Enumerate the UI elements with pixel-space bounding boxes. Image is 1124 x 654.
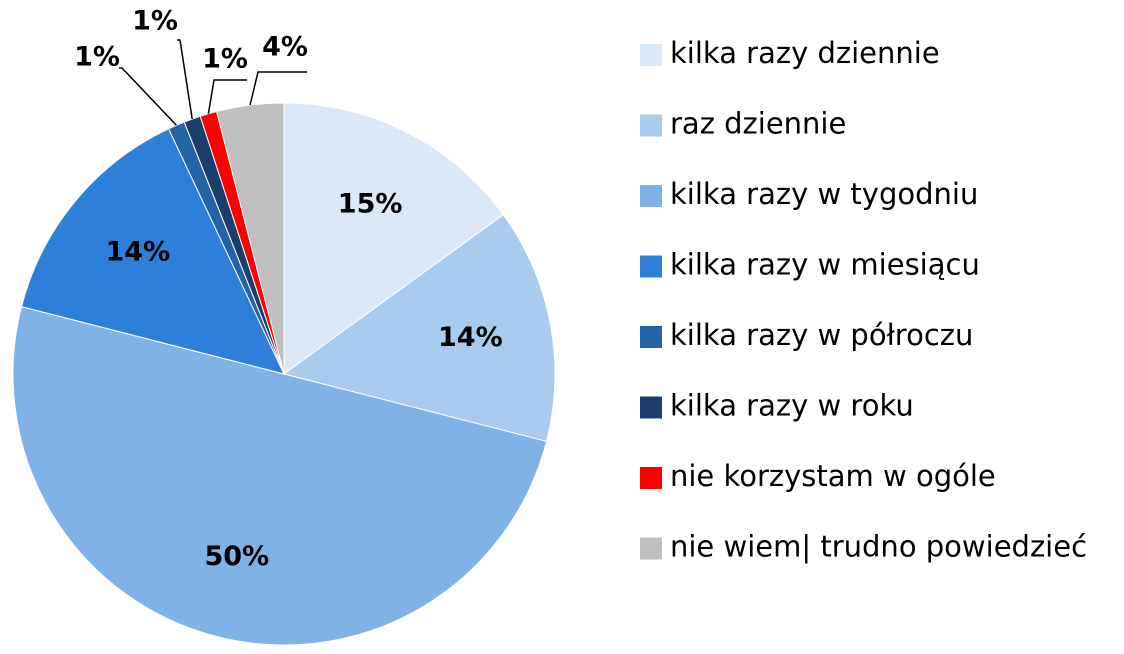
legend-swatch — [640, 467, 662, 489]
legend-swatch — [640, 185, 662, 207]
legend-label: nie wiem| trudno powiedzieć — [670, 530, 1087, 564]
legend-label: nie korzystam w ogóle — [670, 459, 996, 493]
data-label: 1% — [132, 6, 178, 37]
legend-swatch — [640, 396, 662, 419]
data-label: 14% — [106, 237, 171, 268]
data-label: 15% — [338, 188, 403, 219]
legend-label: kilka razy w półroczu — [670, 318, 973, 352]
legend-label: raz dziennie — [670, 107, 846, 141]
leader-line — [249, 71, 307, 106]
legend-label: kilka razy dziennie — [670, 36, 940, 70]
data-label: 14% — [438, 322, 503, 353]
legend-swatch — [640, 326, 662, 348]
data-label: 1% — [74, 42, 120, 73]
data-label: 50% — [205, 541, 270, 572]
pie-slice — [283, 102, 504, 375]
data-label: 1% — [202, 44, 248, 75]
pie-slice — [282, 214, 556, 443]
leader-line — [119, 67, 177, 126]
legend-label: kilka razy w roku — [670, 389, 914, 423]
pie-slice — [215, 102, 285, 375]
pie-slice — [20, 128, 285, 375]
data-label: 4% — [262, 32, 308, 63]
legend-label: kilka razy w tygodniu — [670, 177, 978, 211]
pie-slice — [12, 305, 548, 646]
legend-swatch — [640, 537, 662, 560]
legend-swatch — [640, 114, 662, 137]
legend-swatch — [640, 44, 662, 66]
leader-line — [207, 79, 247, 114]
leader-line — [177, 39, 193, 120]
legend-swatch — [640, 255, 662, 278]
legend-label: kilka razy w miesiącu — [670, 248, 980, 282]
